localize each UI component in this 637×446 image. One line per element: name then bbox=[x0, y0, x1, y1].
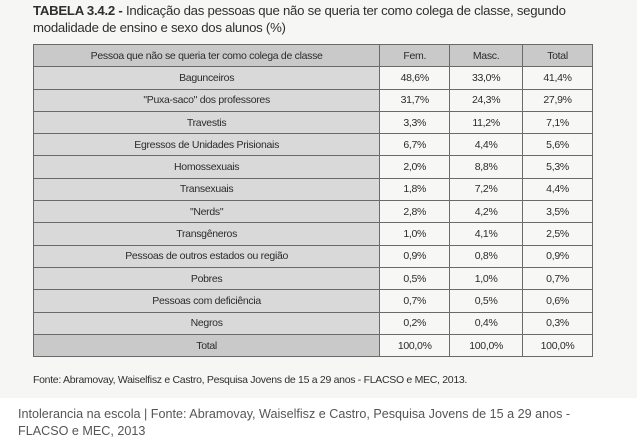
fem-cell: 48,6% bbox=[379, 66, 451, 90]
category-cell: "Puxa-saco" dos professores bbox=[32, 88, 381, 112]
fem-cell: 0,7% bbox=[379, 289, 451, 313]
category-cell: Travestis bbox=[32, 110, 381, 135]
table-number: TABELA 3.4.2 - bbox=[33, 3, 123, 18]
masc-cell: 4,2% bbox=[449, 200, 524, 224]
table-body: Bagunceiros 48,6% 33,0% 41,4% "Puxa-saco" do… bbox=[32, 66, 593, 358]
table-row: Transexuais 1,8% 7,2% 4,4% bbox=[32, 177, 593, 202]
total-cell: 0,6% bbox=[522, 289, 593, 313]
total-cell: 0,3% bbox=[522, 311, 593, 335]
total-cell: 100,0% bbox=[522, 333, 593, 358]
fem-cell: 2,8% bbox=[379, 200, 451, 224]
fem-cell: 0,9% bbox=[379, 244, 451, 268]
category-cell: Total bbox=[32, 333, 381, 358]
data-table: Pessoa que não se queria ter como colega… bbox=[32, 43, 593, 358]
category-cell: Pessoas de outros estados ou região bbox=[32, 244, 381, 268]
masc-cell: 1,0% bbox=[449, 266, 524, 291]
masc-cell: 0,4% bbox=[449, 311, 524, 335]
category-cell: "Nerds" bbox=[32, 200, 381, 224]
category-cell: Pobres bbox=[32, 266, 381, 291]
header-row: Pessoa que não se queria ter como colega… bbox=[32, 43, 593, 68]
table-figure: TABELA 3.4.2 - Indicação das pessoas que… bbox=[0, 0, 637, 398]
category-cell: Transexuais bbox=[32, 177, 381, 202]
total-cell: 2,5% bbox=[522, 222, 593, 246]
table-row: Homossexuais 2,0% 8,8% 5,3% bbox=[32, 155, 593, 179]
fem-cell: 31,7% bbox=[379, 88, 451, 112]
category-cell: Homossexuais bbox=[32, 155, 381, 179]
category-cell: Bagunceiros bbox=[32, 66, 381, 90]
image-caption: Intolerancia na escola | Fonte: Abramova… bbox=[18, 407, 571, 438]
total-cell: 4,4% bbox=[522, 177, 593, 202]
category-cell: Negros bbox=[32, 311, 381, 335]
header-total: Total bbox=[522, 43, 593, 68]
fem-cell: 0,2% bbox=[379, 311, 451, 335]
fem-cell: 0,5% bbox=[379, 266, 451, 291]
masc-cell: 7,2% bbox=[449, 177, 524, 202]
header-category: Pessoa que não se queria ter como colega… bbox=[32, 43, 381, 68]
table-title-text: Indicação das pessoas que não se queria … bbox=[33, 3, 566, 35]
masc-cell: 4,4% bbox=[449, 133, 524, 157]
table-source: Fonte: Abramovay, Waiselfisz e Castro, P… bbox=[33, 374, 468, 386]
table-title: TABELA 3.4.2 - Indicação das pessoas que… bbox=[33, 2, 623, 36]
table-row: Negros 0,2% 0,4% 0,3% bbox=[32, 311, 593, 335]
header-masc: Masc. bbox=[449, 43, 524, 68]
total-cell: 7,1% bbox=[522, 110, 593, 135]
total-cell: 5,3% bbox=[522, 155, 593, 179]
category-cell: Transgêneros bbox=[32, 222, 381, 246]
masc-cell: 0,5% bbox=[449, 289, 524, 313]
total-cell: 41,4% bbox=[522, 66, 593, 90]
fem-cell: 6,7% bbox=[379, 133, 451, 157]
fem-cell: 3,3% bbox=[379, 110, 451, 135]
header-fem: Fem. bbox=[379, 43, 451, 68]
table-row: "Puxa-saco" dos professores 31,7% 24,3% 27,… bbox=[32, 88, 593, 112]
masc-cell: 8,8% bbox=[449, 155, 524, 179]
fem-cell: 2,0% bbox=[379, 155, 451, 179]
masc-cell: 33,0% bbox=[449, 66, 524, 90]
masc-cell: 24,3% bbox=[449, 88, 524, 112]
masc-cell: 0,8% bbox=[449, 244, 524, 268]
table-row: Pessoas com deficiência 0,7% 0,5% 0,6% bbox=[32, 289, 593, 313]
category-cell: Egressos de Unidades Prisionais bbox=[32, 133, 381, 157]
table-row: Pobres 0,5% 1,0% 0,7% bbox=[32, 266, 593, 291]
table-row: Pessoas de outros estados ou região 0,9% 0… bbox=[32, 244, 593, 268]
fem-cell: 1,0% bbox=[379, 222, 451, 246]
total-cell: 0,7% bbox=[522, 266, 593, 291]
total-cell: 0,9% bbox=[522, 244, 593, 268]
total-cell: 3,5% bbox=[522, 200, 593, 224]
fem-cell: 100,0% bbox=[379, 333, 451, 358]
table-row: Transgêneros 1,0% 4,1% 2,5% bbox=[32, 222, 593, 246]
total-cell: 5,6% bbox=[522, 133, 593, 157]
table-row: Bagunceiros 48,6% 33,0% 41,4% bbox=[32, 66, 593, 90]
category-cell: Pessoas com deficiência bbox=[32, 289, 381, 313]
masc-cell: 11,2% bbox=[449, 110, 524, 135]
masc-cell: 4,1% bbox=[449, 222, 524, 246]
total-row: Total 100,0% 100,0% 100,0% bbox=[32, 333, 593, 358]
masc-cell: 100,0% bbox=[449, 333, 524, 358]
total-cell: 27,9% bbox=[522, 88, 593, 112]
fem-cell: 1,8% bbox=[379, 177, 451, 202]
table-row: "Nerds" 2,8% 4,2% 3,5% bbox=[32, 200, 593, 224]
table-row: Egressos de Unidades Prisionais 6,7% 4,4% 5… bbox=[32, 133, 593, 157]
table-row: Travestis 3,3% 11,2% 7,1% bbox=[32, 110, 593, 135]
